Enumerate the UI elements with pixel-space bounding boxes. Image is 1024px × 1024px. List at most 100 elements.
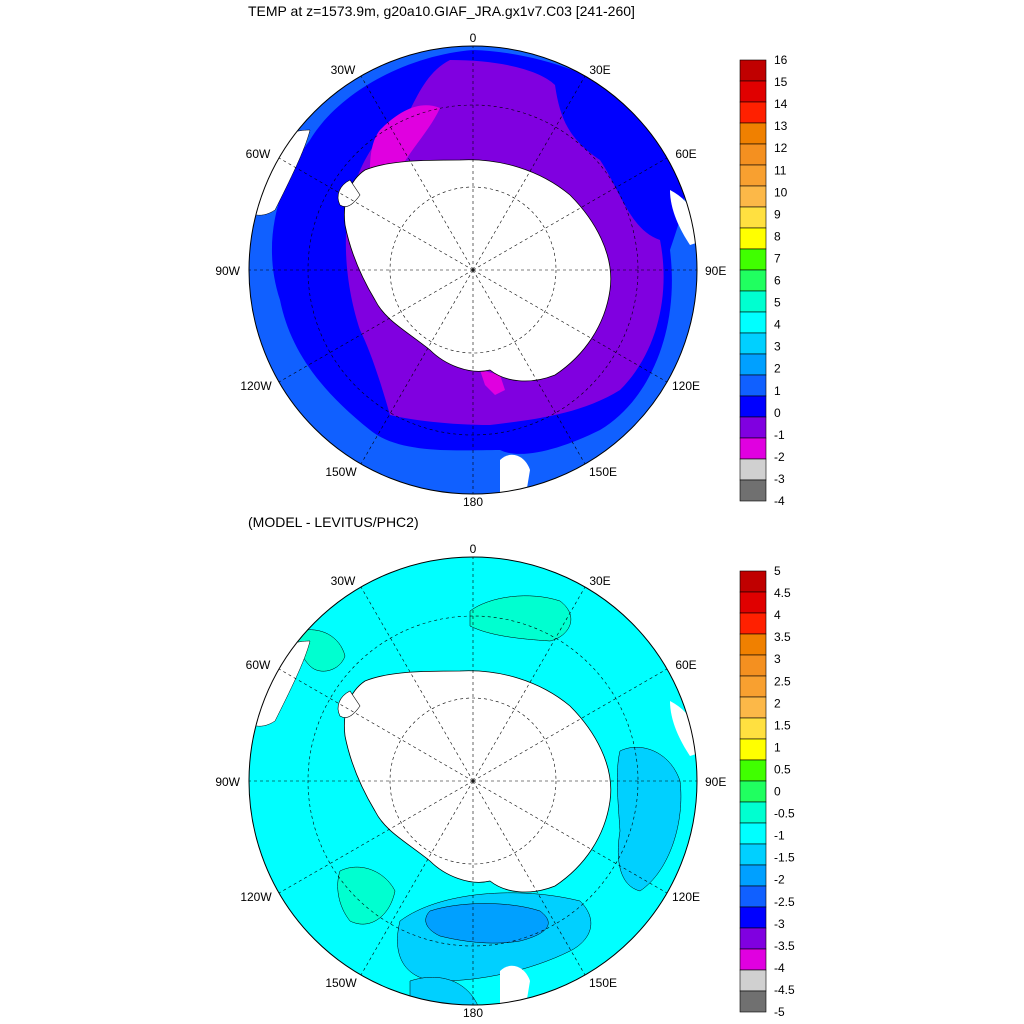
- colorbar-label: 0: [774, 406, 781, 420]
- colorbar-swatch: [739, 990, 767, 1013]
- lon-label: 90E: [705, 264, 726, 278]
- colorbar-swatch: [739, 269, 767, 292]
- lon-label: 90W: [215, 264, 240, 278]
- colorbar-swatch: [739, 675, 767, 698]
- map-boundary: [248, 45, 698, 495]
- colorbar-swatch: [739, 612, 767, 635]
- plot-title-bottom: (MODEL - LEVITUS/PHC2): [248, 514, 419, 530]
- graticule: [249, 46, 697, 494]
- colorbar-label: 1: [774, 740, 781, 754]
- colorbar-swatch: [739, 122, 767, 145]
- anomaly-field-neg0.5to0: [469, 595, 571, 642]
- colorbar-label: 6: [774, 274, 781, 288]
- colorbar-swatch: [739, 885, 767, 908]
- colorbar-swatch: [739, 948, 767, 971]
- lon-label: 30E: [589, 63, 610, 77]
- colorbar-swatch: [739, 59, 767, 82]
- lon-label: 120E: [672, 379, 700, 393]
- graticule: [249, 557, 697, 1005]
- polar-map-top: 0 30E 60E 90E 120E 150E 180 150W 120W 90…: [215, 31, 726, 509]
- lon-label: 0: [470, 542, 477, 556]
- lon-label: 120W: [240, 890, 272, 904]
- plot-title-top: TEMP at z=1573.9m, g20a10.GIAF_JRA.gx1v7…: [248, 3, 635, 19]
- lon-label: 30W: [331, 63, 356, 77]
- colorbar-swatch: [739, 906, 767, 929]
- anomaly-field-neg0.5to0: [337, 866, 396, 925]
- colorbar-swatch: [739, 374, 767, 397]
- colorbar-label: 12: [774, 141, 788, 155]
- colorbar-swatch: [739, 696, 767, 719]
- lon-label: 60E: [675, 147, 696, 161]
- colorbar-swatch: [739, 458, 767, 481]
- colorbar-label: 1.5: [774, 718, 791, 732]
- lon-label: 150W: [325, 465, 357, 479]
- lon-label: 30W: [331, 574, 356, 588]
- colorbar-swatch: [739, 822, 767, 845]
- colorbar-label: 5: [774, 296, 781, 310]
- lon-label: 180: [463, 495, 483, 509]
- colorbar-swatch: [739, 717, 767, 740]
- lon-label: 150E: [589, 976, 617, 990]
- colorbar-label: 0: [774, 785, 781, 799]
- colorbar-label: 9: [774, 207, 781, 221]
- colorbar-swatch: [739, 864, 767, 887]
- colorbar-swatch: [739, 248, 767, 271]
- lon-label: 90E: [705, 775, 726, 789]
- colorbar-swatch: [739, 591, 767, 614]
- colorbar-swatch: [739, 927, 767, 950]
- colorbar-swatch: [739, 416, 767, 439]
- colorbar-label: 2.5: [774, 674, 791, 688]
- colorbar-label: -4: [774, 494, 785, 508]
- ocean-field-neg2to-1: [480, 370, 505, 395]
- anomaly-field-neg2to-1.5: [425, 903, 549, 944]
- colorbar-label: -4.5: [774, 983, 795, 997]
- lon-label: 120W: [240, 379, 272, 393]
- land-antarctic-peninsula: [337, 179, 361, 207]
- lon-label: 30E: [589, 574, 610, 588]
- lon-label: 150E: [589, 465, 617, 479]
- colorbar-label: 15: [774, 75, 788, 89]
- colorbar-swatch: [739, 353, 767, 376]
- colorbar-swatch: [739, 227, 767, 250]
- map-boundary: [248, 556, 698, 1006]
- colorbar-swatch: [739, 311, 767, 334]
- lon-label: 60W: [246, 658, 271, 672]
- colorbar-label: 4.5: [774, 586, 791, 600]
- colorbar-label: -1: [774, 428, 785, 442]
- colorbar-label: 16: [774, 53, 788, 67]
- colorbar-swatch: [739, 780, 767, 803]
- colorbar-swatch: [739, 437, 767, 460]
- colorbar-label: 1: [774, 384, 781, 398]
- colorbar-swatch: [739, 80, 767, 103]
- colorbar-label: 5: [774, 564, 781, 578]
- colorbar-label: -2.5: [774, 895, 795, 909]
- colorbar-label: 2: [774, 696, 781, 710]
- lon-label: 90W: [215, 775, 240, 789]
- ocean-field-neg2to-1: [370, 105, 440, 178]
- colorbar-swatch: [739, 206, 767, 229]
- longitude-labels-top: 0 30E 60E 90E 120E 150E 180 150W 120W 90…: [215, 31, 726, 509]
- lon-label: 150W: [325, 976, 357, 990]
- colorbar-swatch: [739, 290, 767, 313]
- colorbar-swatch: [739, 185, 767, 208]
- colorbar-label: 11: [774, 163, 787, 177]
- polar-map-bottom: 0 30E 60E 90E 120E 150E 180 150W 120W 90…: [215, 542, 726, 1020]
- colorbar-label: -3: [774, 917, 785, 931]
- colorbar-label: 10: [774, 185, 788, 199]
- colorbar-label: 3.5: [774, 630, 791, 644]
- colorbar-label: 3: [774, 652, 781, 666]
- colorbar-swatch: [739, 395, 767, 418]
- lon-label: 0: [470, 31, 477, 45]
- lon-label: 180: [463, 1006, 483, 1020]
- longitude-labels-bottom: 0 30E 60E 90E 120E 150E 180 150W 120W 90…: [215, 542, 726, 1020]
- colorbar-label: -4: [774, 961, 785, 975]
- colorbar-swatch: [739, 843, 767, 866]
- colorbar-label: 2: [774, 362, 781, 376]
- colorbar-swatch: [739, 332, 767, 355]
- lon-label: 60E: [675, 658, 696, 672]
- colorbar-label: -3.5: [774, 939, 795, 953]
- colorbar-label: 14: [774, 97, 788, 111]
- colorbar-swatch: [739, 969, 767, 992]
- colorbar-label: 4: [774, 608, 781, 622]
